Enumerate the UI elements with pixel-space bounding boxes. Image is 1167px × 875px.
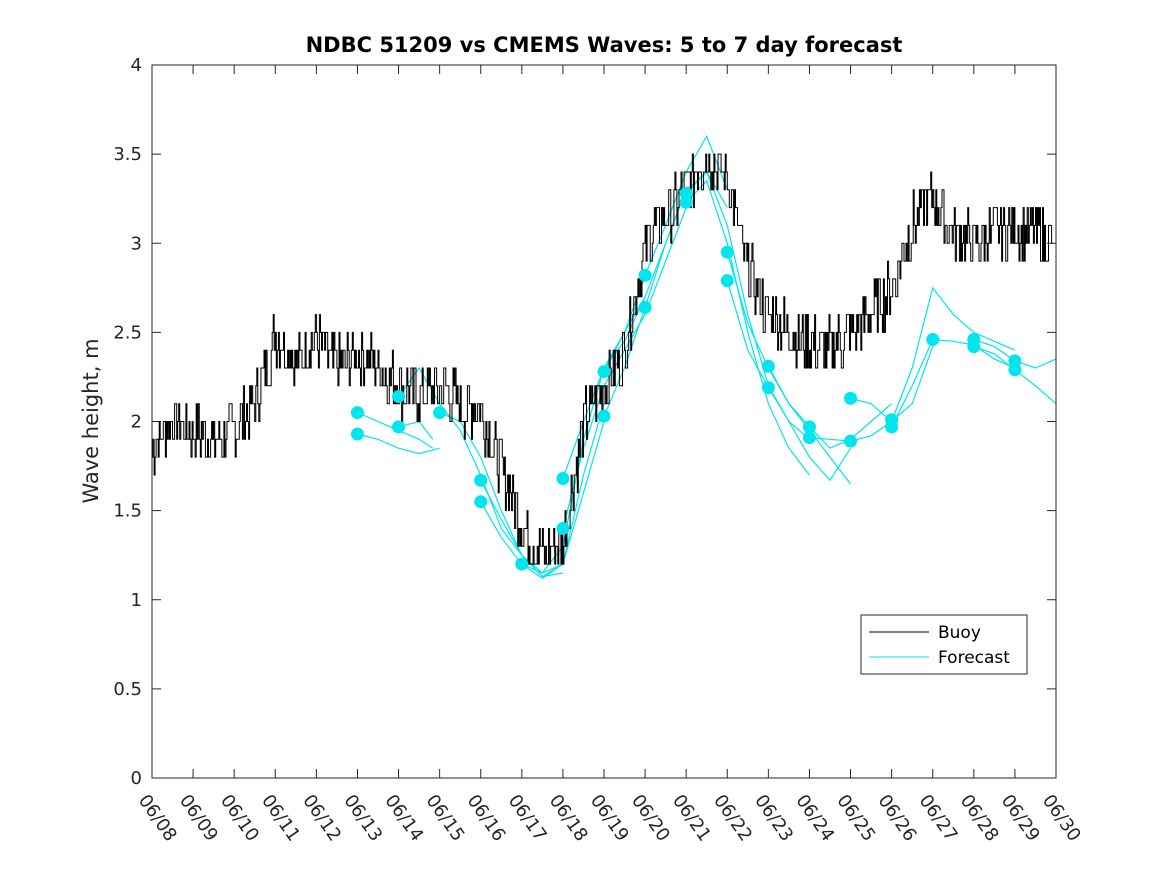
forecast-marker xyxy=(638,268,652,282)
forecast-marker xyxy=(515,557,529,571)
y-tick-label: 2 xyxy=(131,412,142,433)
axes-box xyxy=(151,64,1057,779)
forecast-marker xyxy=(474,495,488,509)
forecast-marker xyxy=(679,186,693,200)
legend-forecast-label: Forecast xyxy=(938,648,1010,668)
legend: Buoy Forecast xyxy=(860,614,1028,675)
forecast-line xyxy=(726,280,852,482)
forecast-marker xyxy=(474,473,488,487)
forecast-marker xyxy=(720,274,734,288)
buoy-series xyxy=(152,153,1053,565)
y-tick-label: 2.5 xyxy=(113,322,142,343)
forecast-marker xyxy=(802,420,816,434)
forecast-marker xyxy=(844,391,858,405)
chart-title: NDBC 51209 vs CMEMS Waves: 5 to 7 day fo… xyxy=(306,33,903,57)
forecast-marker xyxy=(638,300,652,314)
forecast-marker xyxy=(802,431,816,445)
forecast-marker xyxy=(967,340,981,354)
forecast-marker xyxy=(761,381,775,395)
y-tick-label: 3 xyxy=(131,233,142,254)
forecast-marker xyxy=(1008,354,1022,368)
y-axis-label: Wave height, m xyxy=(79,338,103,503)
forecast-line xyxy=(685,179,810,476)
y-tick-label: 3.5 xyxy=(113,144,142,165)
y-tick-label: 1.5 xyxy=(113,501,142,522)
forecast-line xyxy=(357,433,440,455)
forecast-marker xyxy=(926,333,940,347)
buoy-line xyxy=(152,153,1053,565)
forecast-line xyxy=(480,403,605,580)
forecast-line xyxy=(767,365,892,449)
y-tick-label: 0 xyxy=(131,768,142,789)
forecast-marker xyxy=(844,434,858,448)
forecast-marker xyxy=(597,365,611,379)
forecast-marker xyxy=(679,195,693,209)
legend-buoy-label: Buoy xyxy=(938,623,981,643)
forecast-line xyxy=(891,286,1016,422)
forecast-marker xyxy=(761,359,775,373)
forecast-marker xyxy=(1008,363,1022,377)
forecast-marker xyxy=(433,406,447,420)
forecast-marker xyxy=(720,245,734,259)
forecast-marker xyxy=(392,420,406,434)
forecast-line xyxy=(480,421,605,578)
y-tick-label: 1 xyxy=(131,590,142,611)
forecast-marker xyxy=(392,390,406,404)
legend-box xyxy=(860,614,1028,675)
y-tick-label: 4 xyxy=(131,55,142,76)
forecast-marker xyxy=(350,427,364,441)
forecast-marker xyxy=(556,521,570,535)
forecast-marker xyxy=(885,420,899,434)
y-tick-label: 0.5 xyxy=(113,679,142,700)
forecast-marker xyxy=(597,409,611,423)
forecast-marker xyxy=(350,406,364,420)
forecast-markers xyxy=(350,186,1022,571)
forecast-marker xyxy=(556,472,570,486)
y-tick-labels: 0 0.5 1 1.5 2 2.5 3 3.5 4 xyxy=(113,55,142,789)
forecast-line xyxy=(891,338,1016,428)
axis-ticks xyxy=(151,64,1057,779)
